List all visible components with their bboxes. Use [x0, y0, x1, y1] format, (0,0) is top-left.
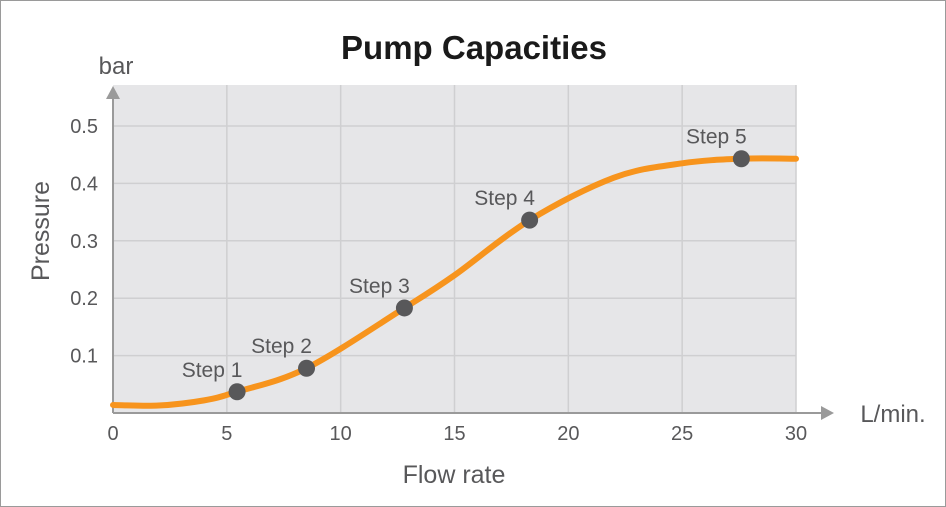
x-axis-title: Flow rate	[403, 461, 506, 489]
step-point	[298, 359, 316, 377]
step-label: Step 2	[251, 335, 312, 358]
y-tick-label: 0.5	[70, 116, 98, 138]
y-unit-label: bar	[99, 53, 134, 80]
x-tick-label: 15	[443, 423, 465, 445]
x-tick-label: 10	[330, 423, 352, 445]
y-tick-label: 0.2	[70, 288, 98, 310]
y-tick-label: 0.4	[70, 173, 98, 195]
step-label: Step 1	[182, 359, 243, 382]
pump-curve-line	[110, 155, 799, 409]
chart-title: Pump Capacities	[341, 29, 607, 66]
x-tick-label: 20	[557, 423, 579, 445]
y-axis-title: Pressure	[27, 181, 55, 281]
x-tick-label: 25	[671, 423, 693, 445]
x-tick-label: 30	[785, 423, 807, 445]
step-label: Step 5	[686, 126, 747, 149]
y-axis-arrow-icon	[106, 86, 120, 99]
y-tick-label: 0.1	[70, 346, 98, 368]
x-tick-label: 5	[221, 423, 232, 445]
step-point	[228, 383, 246, 401]
step-point	[521, 211, 539, 229]
x-axis-arrow-icon	[821, 406, 834, 420]
step-label: Step 4	[474, 187, 535, 210]
step-point	[732, 150, 750, 168]
step-point	[395, 299, 413, 317]
step-label: Step 3	[349, 275, 410, 298]
x-unit-label: L/min.	[860, 401, 925, 428]
y-tick-label: 0.3	[70, 231, 98, 253]
x-tick-label: 0	[107, 423, 118, 445]
